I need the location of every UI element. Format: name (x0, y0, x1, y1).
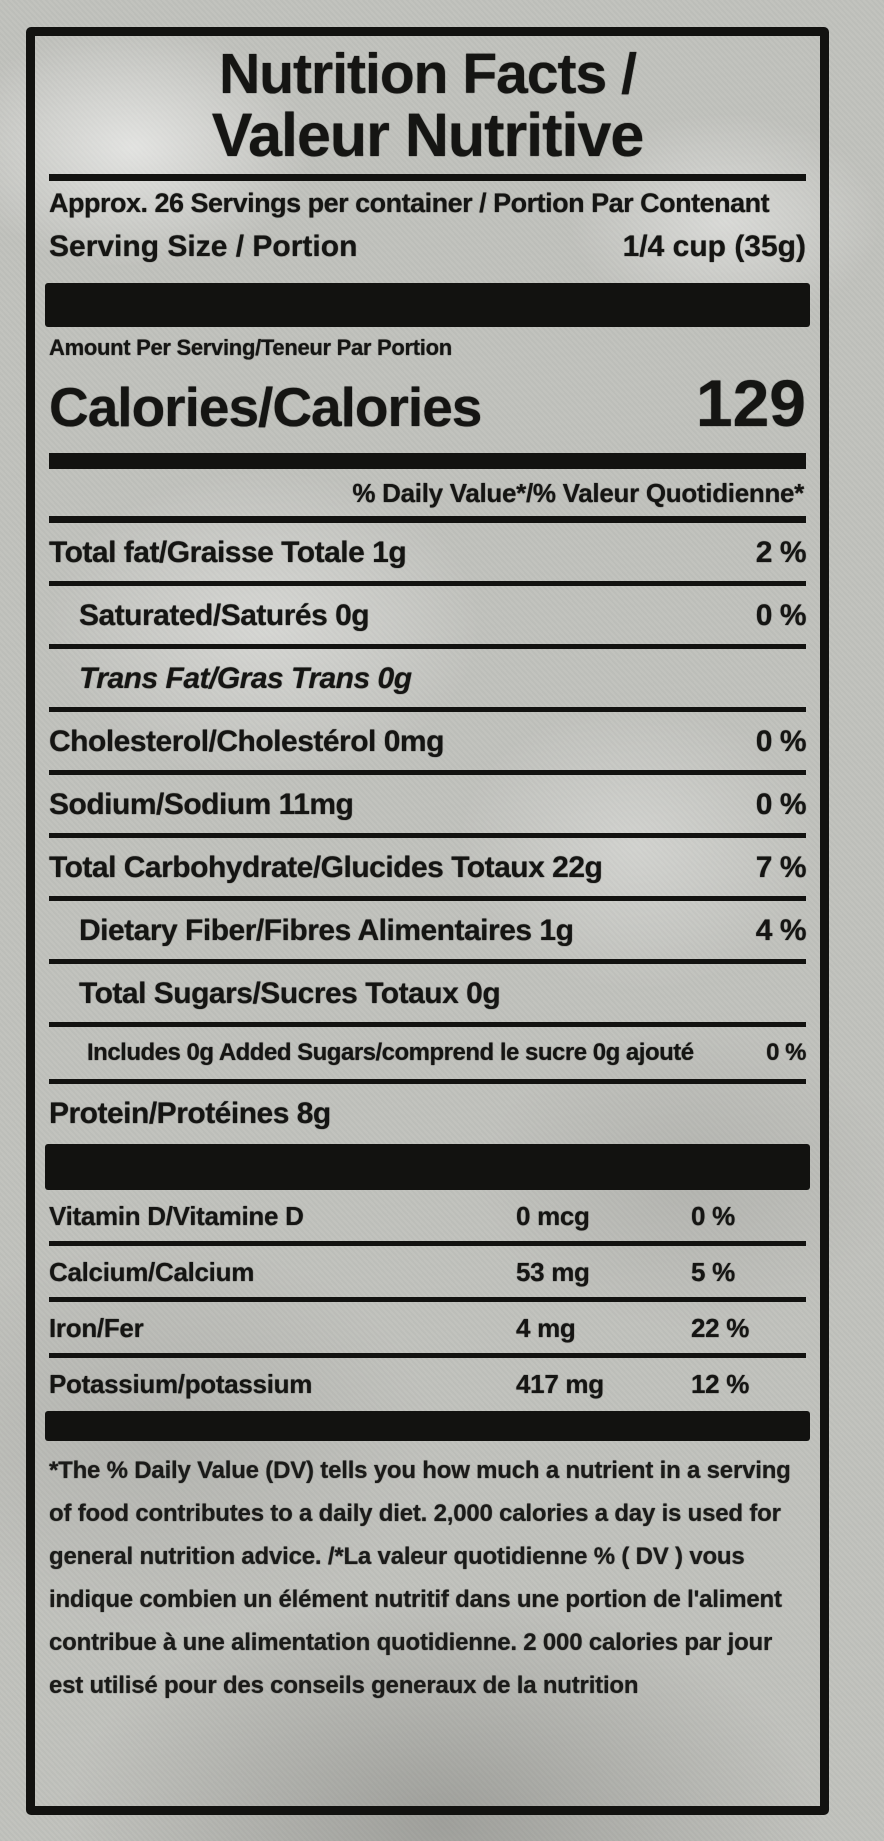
nutrient-label: Trans Fat/Gras Trans 0g (79, 662, 412, 695)
nutrient-daily-value: 0 % (766, 1039, 806, 1066)
servings-per-container: Approx. 26 Servings per container / Port… (49, 188, 770, 218)
label-title-french: Valeur Nutritive (211, 101, 645, 169)
daily-value-divider (49, 516, 806, 523)
section-separator-bar-middle (45, 1144, 810, 1190)
nutrient-label: Total fat/Graisse Totale 1g (49, 536, 407, 569)
nutrient-row: Saturated/Saturés 0g 0 % (49, 586, 807, 649)
mineral-row: Vitamin D/Vitamine D 0 mcg 0 % (49, 1190, 806, 1246)
section-separator-bar-bottom (45, 1411, 810, 1441)
mineral-amount: 0 mcg (516, 1201, 590, 1231)
nutrient-daily-value: 2 % (755, 536, 807, 569)
title-divider (49, 174, 806, 181)
nutrient-daily-value: 0 % (755, 725, 807, 758)
nutrient-label: Total Carbohydrate/Glucides Totaux 22g (49, 851, 603, 884)
nutrient-row: Total Sugars/Sucres Totaux 0g (49, 964, 806, 1027)
mineral-amount: 53 mg (516, 1257, 590, 1287)
nutrient-row: Trans Fat/Gras Trans 0g (49, 649, 806, 712)
nutrient-daily-value: 0 % (755, 599, 807, 632)
mineral-amount: 417 mg (516, 1369, 604, 1399)
mineral-row: Iron/Fer 4 mg 22 % (49, 1302, 806, 1358)
nutrient-daily-value: 7 % (755, 851, 807, 884)
nutrient-label: Dietary Fiber/Fibres Alimentaires 1g (79, 914, 574, 947)
nutrient-daily-value: 0 % (755, 788, 807, 821)
nutrient-row: Protein/Protéines 8g (49, 1084, 806, 1142)
serving-size-row: Serving Size / Portion 1/4 cup (35g) (49, 221, 806, 279)
serving-size-value: 1/4 cup (35g) (622, 230, 806, 263)
mineral-row: Calcium/Calcium 53 mg 5 % (49, 1246, 806, 1302)
mineral-label: Iron/Fer (49, 1313, 144, 1343)
mineral-row: Potassium/potassium 417 mg 12 % (49, 1358, 806, 1409)
nutrient-label: Saturated/Saturés 0g (79, 599, 370, 632)
nutrient-rows: Total fat/Graisse Totale 1g 2 % Saturated/… (49, 523, 807, 1142)
nutrient-label: Includes 0g Added Sugars/comprend le suc… (87, 1039, 694, 1066)
serving-size-label: Serving Size / Portion (49, 230, 358, 263)
nutrient-label: Sodium/Sodium 11mg (49, 788, 354, 821)
section-separator-bar-top (45, 283, 810, 327)
daily-value-heading: % Daily Value*/% Valeur Quotidienne* (352, 478, 804, 508)
calories-label: Calories/Calories (49, 376, 482, 438)
nutrient-label: Total Sugars/Sucres Totaux 0g (79, 977, 501, 1010)
mineral-rows: Vitamin D/Vitamine D 0 mcg 0 % Calcium/Calc… (49, 1190, 806, 1409)
nutrient-row: Cholesterol/Cholestérol 0mg 0 % (49, 712, 807, 775)
calories-row: Calories/Calories 129 (49, 361, 806, 451)
mineral-daily-value: 22 % (691, 1313, 750, 1343)
nutrient-label: Protein/Protéines 8g (49, 1097, 331, 1130)
daily-value-footnote: *The % Daily Value (DV) tells you how mu… (49, 1457, 791, 1699)
nutrient-row: Sodium/Sodium 11mg 0 % (49, 775, 807, 838)
amount-per-serving-heading: Amount Per Serving/Teneur Par Portion (49, 335, 452, 360)
calories-value: 129 (695, 366, 806, 440)
mineral-amount: 4 mg (516, 1313, 576, 1343)
nutrient-row: Dietary Fiber/Fibres Alimentaires 1g 4 % (49, 901, 807, 964)
mineral-daily-value: 5 % (691, 1257, 735, 1287)
mineral-daily-value: 12 % (691, 1369, 750, 1399)
calories-divider (49, 453, 806, 469)
nutrient-label: Cholesterol/Cholestérol 0mg (49, 725, 444, 758)
nutrition-facts-label: Nutrition Facts / Valeur Nutritive Appro… (26, 27, 829, 1815)
nutrient-daily-value: 4 % (755, 914, 807, 947)
nutrient-row: Includes 0g Added Sugars/comprend le suc… (49, 1027, 806, 1084)
mineral-label: Potassium/potassium (49, 1369, 313, 1399)
nutrient-row: Total Carbohydrate/Glucides Totaux 22g 7 … (49, 838, 807, 901)
mineral-label: Vitamin D/Vitamine D (49, 1201, 304, 1231)
label-title-english: Nutrition Facts / (219, 42, 637, 106)
nutrient-row: Total fat/Graisse Totale 1g 2 % (49, 523, 807, 586)
mineral-daily-value: 0 % (691, 1201, 735, 1231)
mineral-label: Calcium/Calcium (49, 1257, 255, 1287)
